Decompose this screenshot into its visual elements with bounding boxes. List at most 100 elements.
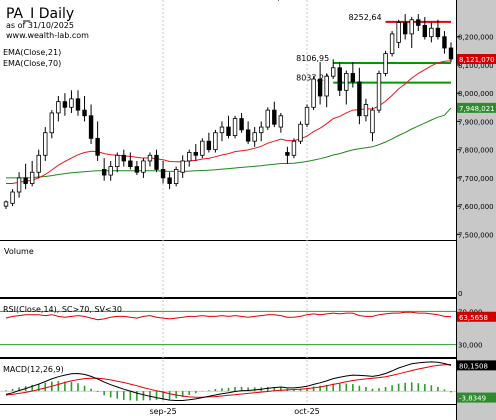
candle [108,160,113,181]
macd-hist-label: -3,8349 [459,395,486,403]
macd-hist-label-bg [457,392,496,403]
y-tick-label: 7,600,000 [458,203,494,211]
candle [324,73,329,108]
candle [49,110,55,139]
candle [200,138,205,159]
candle [213,129,218,153]
macd-last-label: 80,1508 [459,362,488,370]
candle [448,42,454,63]
candle-body [128,160,133,167]
candle [134,160,140,176]
candle-body [167,177,172,184]
candle [43,127,48,161]
y-tick-label: 7,800,000 [458,147,494,155]
candle-body [200,140,205,156]
candle [344,70,349,105]
candle-body [376,73,382,111]
candle [376,70,382,113]
candle [416,14,421,32]
candle [3,200,9,209]
candle [82,96,87,122]
macd-signal-line [5,364,452,398]
candle [442,31,447,54]
candle [147,152,153,167]
candle [252,127,257,147]
candle [23,163,28,190]
candle-body [160,169,166,179]
legend-ema21: EMA(Close,21) [3,48,61,57]
candle-body [141,160,146,173]
candle-body [409,19,414,35]
candle-body [115,154,120,167]
candle-body [363,104,369,117]
candle [285,146,290,164]
candle-body [180,160,185,173]
macd-line [5,361,452,401]
candle [363,98,369,122]
candle-body [62,101,68,108]
candle [429,22,434,43]
candle-body [3,201,9,207]
candle-body [245,129,251,142]
candle-body [226,126,231,136]
candle [265,107,270,130]
candle-body [357,81,362,117]
candle [278,112,284,133]
candle-body [331,67,336,77]
candle [389,31,395,57]
candle-body [219,126,225,134]
candle [10,189,15,207]
candle-body [402,22,408,35]
candle-body [23,177,28,184]
candle [232,115,238,139]
rsi-last-label-bg [457,311,496,322]
candle-body [101,169,107,176]
ema70-value-label-bg [457,102,496,113]
candle [101,158,107,181]
candle [317,62,323,105]
candle-body [16,177,22,193]
candle-body [304,106,310,125]
candle-body [147,154,153,162]
rsi-line [5,311,452,321]
y-tick-label: 7,500,000 [458,231,494,239]
candle [141,158,146,178]
candle-body [448,47,454,60]
candle [75,90,81,116]
candle-body [337,67,342,91]
candle [331,59,336,80]
candle [16,172,22,198]
candle-body [75,98,81,111]
candle [402,14,408,40]
candle-body [213,132,218,151]
candle-body [108,166,113,176]
y-tick-label: 8,000,000 [458,90,494,98]
legend-ema70: EMA(Close,70) [3,59,61,68]
candle [259,121,264,142]
candle-body [422,25,428,38]
candle-body [344,73,349,91]
candle [88,104,94,144]
candle [219,121,225,142]
level-label: 8252,64 [348,13,381,22]
volume-title: Volume [4,247,34,256]
candle-body [88,115,94,139]
candle [422,16,428,40]
y-tick-label: 8,200,000 [458,34,494,42]
candle [409,16,414,48]
candle-body [49,112,55,134]
candle-body [442,36,447,49]
candle [128,152,133,170]
candle [193,144,198,161]
candle [383,50,388,77]
candle [173,166,179,187]
candle-body [311,78,316,108]
x-tick-label: sep-25 [149,407,176,416]
candle [62,93,68,116]
candle-body [82,109,87,117]
candle-body [324,75,329,97]
candle [239,112,244,133]
y-tick-label: 7,900,000 [458,118,494,126]
candle-body [416,19,421,26]
candle [187,149,192,167]
